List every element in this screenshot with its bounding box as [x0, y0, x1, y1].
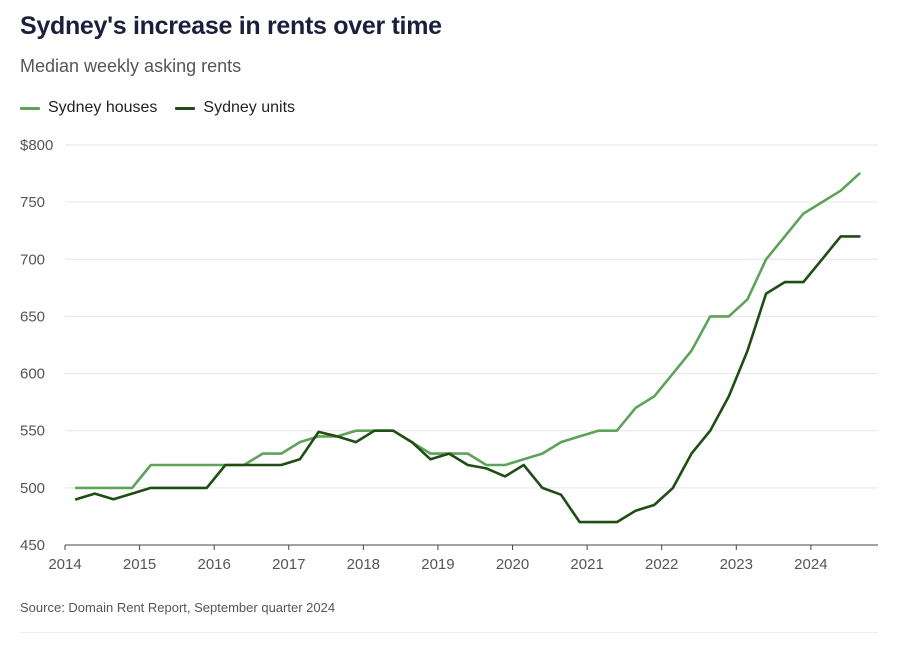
source-note: Source: Domain Rent Report, September qu… — [20, 600, 336, 615]
chart-legend: Sydney houses Sydney units — [20, 99, 295, 117]
legend-swatch-units — [175, 106, 196, 110]
series-line-units — [74, 235, 861, 524]
x-tick-label: 2017 — [272, 556, 305, 573]
y-tick-label: 600 — [20, 366, 45, 383]
x-axis: 2014 2015 2016 2017 2018 2019 2020 2021 2022 2023… — [48, 544, 878, 573]
legend-item-units[interactable]: Sydney units — [175, 99, 295, 117]
y-tick-label: 550 — [20, 423, 45, 440]
legend-item-houses[interactable]: Sydney houses — [20, 99, 157, 117]
x-tick-label: 2020 — [496, 556, 529, 573]
x-tick-label: 2022 — [645, 556, 678, 573]
y-tick-label: 650 — [20, 308, 45, 325]
chart-subtitle: Median weekly asking rents — [20, 56, 242, 76]
x-tick-label: 2019 — [421, 556, 454, 573]
gridlines — [65, 144, 878, 489]
x-tick-label: 2015 — [123, 556, 156, 573]
y-tick-label: 750 — [20, 194, 45, 211]
legend-label-units: Sydney units — [203, 99, 296, 116]
series-lines — [74, 172, 861, 524]
legend-swatch-houses — [20, 106, 40, 110]
y-tick-label: 450 — [20, 537, 45, 554]
x-tick-label: 2024 — [794, 556, 827, 573]
x-tick-label: 2023 — [720, 556, 753, 573]
series-line-houses — [74, 172, 861, 490]
y-axis: 450 500 550 600 650 700 750 $800 — [20, 137, 53, 554]
footer-divider — [20, 632, 878, 633]
x-tick-label: 2021 — [570, 556, 603, 573]
x-tick-label: 2016 — [197, 556, 230, 573]
x-tick-label: 2014 — [48, 556, 81, 573]
y-tick-label: 500 — [20, 480, 45, 497]
chart-title: Sydney's increase in rents over time — [20, 12, 442, 40]
legend-label-houses: Sydney houses — [48, 99, 158, 116]
y-tick-label: 700 — [20, 251, 45, 268]
x-tick-label: 2018 — [347, 556, 380, 573]
y-tick-label: $800 — [20, 137, 53, 154]
